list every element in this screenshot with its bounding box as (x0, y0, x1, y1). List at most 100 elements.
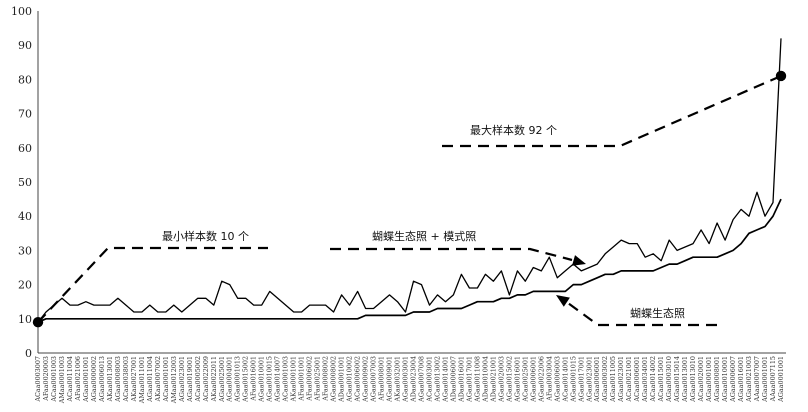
x-tick-label: AGaa0023001 (178, 356, 186, 403)
annotations: 最大样本数 92 个 最小样本数 10 个 蝴蝶生态照 + 模式照 蝴蝶生态照 (162, 123, 685, 320)
x-tick-label: AGaa0006001 (529, 356, 537, 403)
x-tick-label: ACaa0001001 (162, 356, 170, 403)
x-tick-label: AGaa0025001 (218, 356, 226, 403)
x-tick-label: AGaa0013001 (681, 356, 689, 403)
x-tick-label: AGaa0010015 (266, 356, 274, 403)
x-tick-label: ACaa0005002 (194, 356, 202, 403)
x-tick-label: AKaa0022011 (210, 356, 218, 402)
x-tick-label: AKaa0013001 (106, 356, 114, 402)
x-tick-label: ACaa0003007 (34, 356, 42, 403)
y-tick-label: 40 (18, 210, 32, 223)
x-tick-label: ADaa0023004 (409, 356, 417, 403)
x-tick-label: AGaa0006003 (553, 356, 561, 403)
x-tick-label: AGaa0001001 (705, 356, 713, 403)
callout-ecology-line (567, 302, 717, 327)
x-tick-label: ACaa0025001 (521, 356, 529, 403)
x-tick-label: AGaa0017001 (577, 356, 585, 403)
x-tick-label: AGaa0016001 (513, 356, 521, 403)
x-tick-label: ACaa0021001 (625, 356, 633, 403)
x-tick-label: ACaa0001003 (282, 356, 290, 403)
x-tick-label: AFaa0003004 (545, 356, 553, 402)
callout-ecology-plus-type-arrowhead (572, 255, 586, 266)
x-tick-label: AGaa0019001 (186, 356, 194, 403)
x-tick-label: ACaa0006001 (633, 356, 641, 403)
callout-lines (37, 74, 782, 327)
x-tick-label: AGaa0014007 (274, 356, 282, 403)
x-tick-label: AGaa0003002 (601, 356, 609, 403)
x-tick-label: AGaa0001001 (82, 356, 90, 403)
x-tick-label: AGaa0001001 (777, 356, 785, 403)
y-tick-label: 50 (18, 176, 32, 189)
x-tick-label: ACaa0020001 (697, 356, 705, 403)
x-tick-label: ADaa0016001 (457, 356, 465, 403)
x-tick-label: AGaa0009001 (386, 356, 394, 403)
callout-max-line (442, 74, 782, 148)
annotation-ecology-plus-type: 蝴蝶生态照 + 模式照 (372, 229, 476, 243)
x-tick-label: AGaa0014001 (441, 356, 449, 403)
x-tick-label: AGaa0016001 (737, 356, 745, 403)
x-tick-label: ACaa0022009 (202, 356, 210, 403)
x-tick-label: AGaa0003010 (665, 356, 673, 403)
callout-ecology-arrowhead (556, 295, 570, 307)
y-tick-label: 90 (18, 39, 32, 52)
series (32, 38, 787, 328)
callout-min-line (37, 246, 268, 323)
x-tick-label: AGaa0023001 (617, 356, 625, 403)
y-tick-label: 70 (18, 108, 32, 121)
x-tick-label: AGaa0020003 (497, 356, 505, 403)
x-tick-label: AGaa0023001 (585, 356, 593, 403)
x-tick-label: ADaa0021001 (489, 356, 497, 403)
x-tick-label: AGaa0001015 (569, 356, 577, 403)
x-tick-label: AGaa0015002 (505, 356, 513, 403)
x-tick-label: AGaa0008002 (330, 356, 338, 403)
y-tick-label: 60 (18, 142, 32, 155)
x-tick-label: AGaa0021003 (745, 356, 753, 403)
y-tick-label: 20 (18, 279, 32, 292)
callout-ecology-plus-type-line (330, 247, 573, 262)
y-tick-label: 30 (18, 244, 32, 257)
x-tick-label: AGaa0010002 (346, 356, 354, 403)
x-tick-label: AGaa0007008 (417, 356, 425, 403)
x-tick-label: ACaa0006002 (354, 356, 362, 403)
x-tick-label: ACaa0013002 (433, 356, 441, 403)
x-tick-label: AGaa0011005 (609, 356, 617, 403)
annotation-max-samples: 最大样本数 92 个 (470, 123, 557, 137)
x-tick-label: AGaa0008001 (713, 356, 721, 403)
x-tick-label: AMaa0011001 (138, 356, 146, 404)
x-tick-label: AGaa0003001 (402, 356, 410, 403)
x-tick-label: AGaa0008003 (114, 356, 122, 403)
x-tick-label: AGaa0000002 (90, 356, 98, 403)
y-tick-label: 100 (11, 5, 32, 18)
x-tick-label: AGaa0010001 (721, 356, 729, 403)
x-tick-label: ACaa0015001 (657, 356, 665, 403)
x-tick-label: ACaa0001003 (50, 356, 58, 403)
y-axis-ticks: 0 10 20 30 40 50 60 70 80 90 100 (11, 5, 32, 360)
x-tick-label: AGaa0022006 (537, 356, 545, 403)
x-tick-label: ACaa0014001 (561, 356, 569, 403)
x-tick-label: AFaa0008001 (378, 356, 386, 402)
x-tick-label: ACaa0014002 (649, 356, 657, 403)
x-tick-label: ADaa0010004 (481, 356, 489, 403)
annotation-min-samples: 最小样本数 10 个 (162, 229, 249, 243)
x-tick-label: AFaa0008002 (322, 356, 330, 402)
x-tick-label: AGaa0001001 (761, 356, 769, 403)
x-tick-label: AGaa0010001 (258, 356, 266, 403)
axes (37, 11, 786, 354)
annotation-ecology: 蝴蝶生态照 (630, 306, 685, 320)
x-tick-label: AKaa0007002 (154, 356, 162, 402)
x-tick-label: AGaa0015002 (242, 356, 250, 403)
x-tick-label: AMaa0012003 (170, 356, 178, 404)
x-tick-label: AFaa0020003 (42, 356, 50, 402)
x-tick-label: AGaa0011008 (473, 356, 481, 403)
x-tick-label: AKaa0027001 (130, 356, 138, 402)
x-tick-label: AMaa0001003 (58, 356, 66, 404)
x-tick-label: ACaa0003001 (425, 356, 433, 403)
x-tick-label: AAaa0007115 (769, 356, 777, 402)
x-tick-label: AGaa0017001 (465, 356, 473, 403)
x-tick-label: AGaa0013010 (689, 356, 697, 403)
x-axis-ticks: ACaa0003007 AFaa0020003 ACaa0001003 AMaa000… (34, 356, 785, 404)
y-tick-label: 80 (18, 73, 32, 86)
x-tick-label: AGaa0004001 (226, 356, 234, 403)
x-tick-label: AFaa0006002 (306, 356, 314, 402)
